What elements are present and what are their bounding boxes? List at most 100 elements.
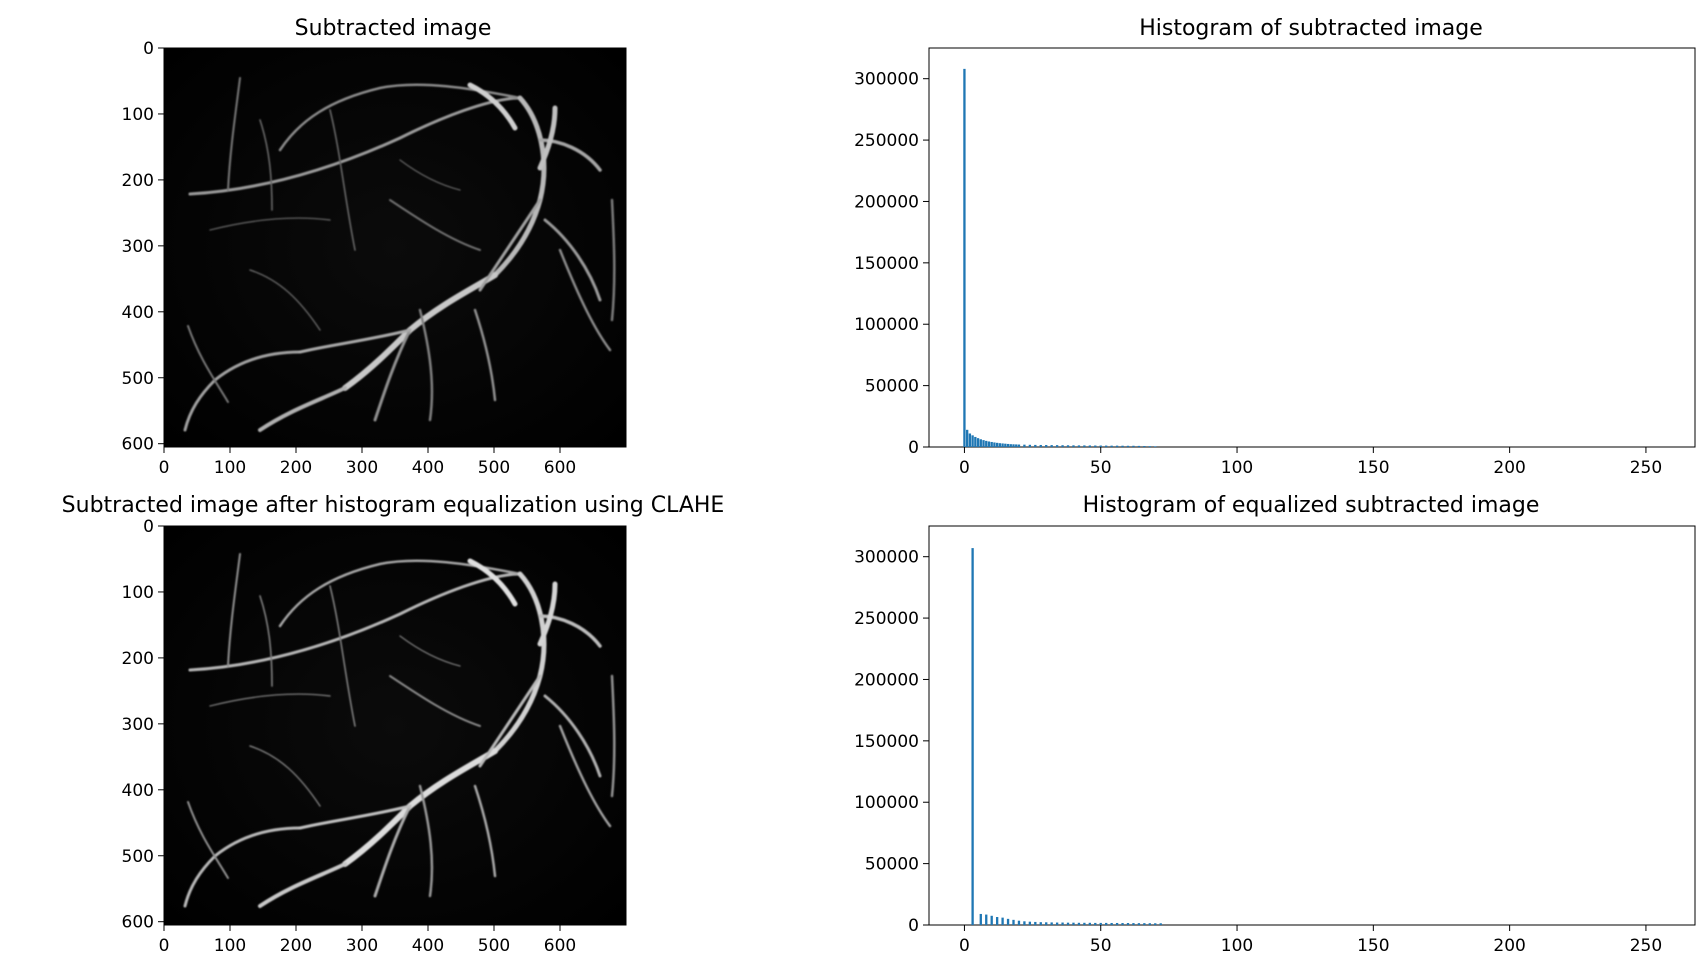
histogram-bar xyxy=(1028,444,1032,447)
histogram-bar xyxy=(1121,923,1124,925)
histogram-bar xyxy=(990,915,993,925)
y-tick-label: 150000 xyxy=(854,254,919,274)
y-tick-label: 300000 xyxy=(854,548,919,568)
x-tick-label: 50 xyxy=(1090,458,1112,478)
y-tick-label: 0 xyxy=(143,517,154,537)
histogram-bar xyxy=(974,436,977,447)
x-tick-label: 200 xyxy=(280,936,312,956)
y-tick-label: 0 xyxy=(908,438,919,458)
x-tick-label: 400 xyxy=(412,458,444,478)
title-clahe-image: Subtracted image after histogram equaliz… xyxy=(62,493,725,518)
histogram-bar xyxy=(982,440,985,447)
x-tick-label: 600 xyxy=(544,458,576,478)
y-tick-label: 200 xyxy=(122,171,154,191)
histogram-bar xyxy=(1006,443,1010,447)
histogram-bar xyxy=(1110,922,1113,925)
x-tick-label: 100 xyxy=(214,458,246,478)
histogram-bar xyxy=(1023,921,1026,925)
histogram-bar xyxy=(979,439,982,447)
histogram-bar xyxy=(1023,444,1026,447)
x-tick-label: 500 xyxy=(478,936,510,956)
histogram-bar xyxy=(1088,445,1091,447)
x-tick-label: 50 xyxy=(1090,936,1112,956)
histogram-bar xyxy=(1143,923,1146,925)
x-ticks: 0 50 100 150 200 250 xyxy=(959,447,1662,478)
histogram-bar xyxy=(1061,922,1064,925)
histogram-bar xyxy=(1006,918,1010,925)
axes-frame xyxy=(928,525,1696,926)
retina-image-1 xyxy=(164,48,626,447)
x-ticks: 0 50 100 150 200 250 xyxy=(959,925,1662,956)
histogram-bar xyxy=(979,913,982,925)
histogram-bar xyxy=(1099,445,1102,447)
y-tick-label: 300 xyxy=(122,715,154,735)
histogram-bar xyxy=(995,917,999,925)
x-tick-label: 0 xyxy=(159,936,170,956)
histogram-bars xyxy=(971,548,1162,925)
y-tick-label: 300 xyxy=(122,237,154,257)
histogram-bar xyxy=(1126,923,1130,925)
x-ticks: 0 100 200 300 400 500 600 xyxy=(159,447,576,478)
histogram-bar xyxy=(1077,922,1081,925)
y-ticks: 0 100 200 300 400 500 600 xyxy=(122,517,164,933)
title-subtracted-image: Subtracted image xyxy=(295,16,492,41)
x-tick-label: 400 xyxy=(412,936,444,956)
histogram-bar xyxy=(1034,921,1037,925)
histogram-bar xyxy=(1143,446,1146,447)
histogram-bar xyxy=(1115,922,1119,925)
histogram-bar xyxy=(1045,445,1048,447)
histogram-bar xyxy=(1001,443,1004,447)
y-tick-label: 100000 xyxy=(854,315,919,335)
histogram-bar xyxy=(1017,444,1021,447)
y-tick-label: 0 xyxy=(908,916,919,936)
x-tick-label: 200 xyxy=(1493,936,1525,956)
histogram-bar xyxy=(1004,443,1007,447)
x-tick-label: 100 xyxy=(1221,458,1253,478)
panel-histogram-subtracted: Histogram of subtracted image 0 50 100 150 2… xyxy=(854,16,1696,478)
histogram-bar xyxy=(1017,920,1021,925)
histogram-bar xyxy=(1148,923,1151,925)
y-tick-label: 0 xyxy=(143,39,154,59)
histogram-bar xyxy=(1012,444,1015,447)
axes-frame xyxy=(163,47,627,448)
histogram-bar xyxy=(1132,445,1135,447)
histogram-bar xyxy=(1061,445,1064,447)
histogram-bar xyxy=(1083,445,1086,447)
histogram-bar xyxy=(1072,922,1075,925)
vessel-network xyxy=(183,553,616,908)
title-histogram-subtracted: Histogram of subtracted image xyxy=(1139,16,1483,41)
x-tick-label: 100 xyxy=(1221,936,1253,956)
histogram-bar xyxy=(971,435,974,447)
histogram-bar xyxy=(1137,923,1141,925)
histogram-bar xyxy=(1034,444,1037,447)
y-tick-label: 250000 xyxy=(854,609,919,629)
y-tick-label: 600 xyxy=(122,913,154,933)
x-tick-label: 250 xyxy=(1630,936,1662,956)
y-tick-label: 200000 xyxy=(854,670,919,690)
y-tick-label: 400 xyxy=(122,781,154,801)
x-tick-label: 0 xyxy=(159,458,170,478)
histogram-bar xyxy=(1045,922,1048,925)
histogram-bar xyxy=(1105,445,1108,447)
y-tick-label: 200000 xyxy=(854,192,919,212)
histogram-bar xyxy=(1050,922,1053,925)
histogram-bar xyxy=(1077,445,1081,447)
y-tick-label: 150000 xyxy=(854,732,919,752)
histogram-bar xyxy=(1126,445,1130,447)
x-tick-label: 600 xyxy=(544,936,576,956)
histogram-bar xyxy=(1072,445,1075,447)
x-tick-label: 250 xyxy=(1630,458,1662,478)
histogram-bar xyxy=(1088,922,1091,925)
panel-histogram-equalized: Histogram of equalized subtracted image … xyxy=(854,493,1696,956)
histogram-bar xyxy=(1137,445,1141,447)
retina-image-2 xyxy=(164,526,626,925)
y-tick-label: 50000 xyxy=(865,377,919,397)
y-tick-label: 400 xyxy=(122,303,154,323)
histogram-bar xyxy=(1105,922,1108,925)
histogram-bar xyxy=(1094,445,1097,447)
y-ticks: 0 50000 100000 150000 200000 250000 300000 xyxy=(854,548,929,936)
histogram-bar xyxy=(1012,919,1015,925)
x-tick-label: 200 xyxy=(280,458,312,478)
histogram-bar xyxy=(968,433,972,447)
x-tick-label: 100 xyxy=(214,936,246,956)
